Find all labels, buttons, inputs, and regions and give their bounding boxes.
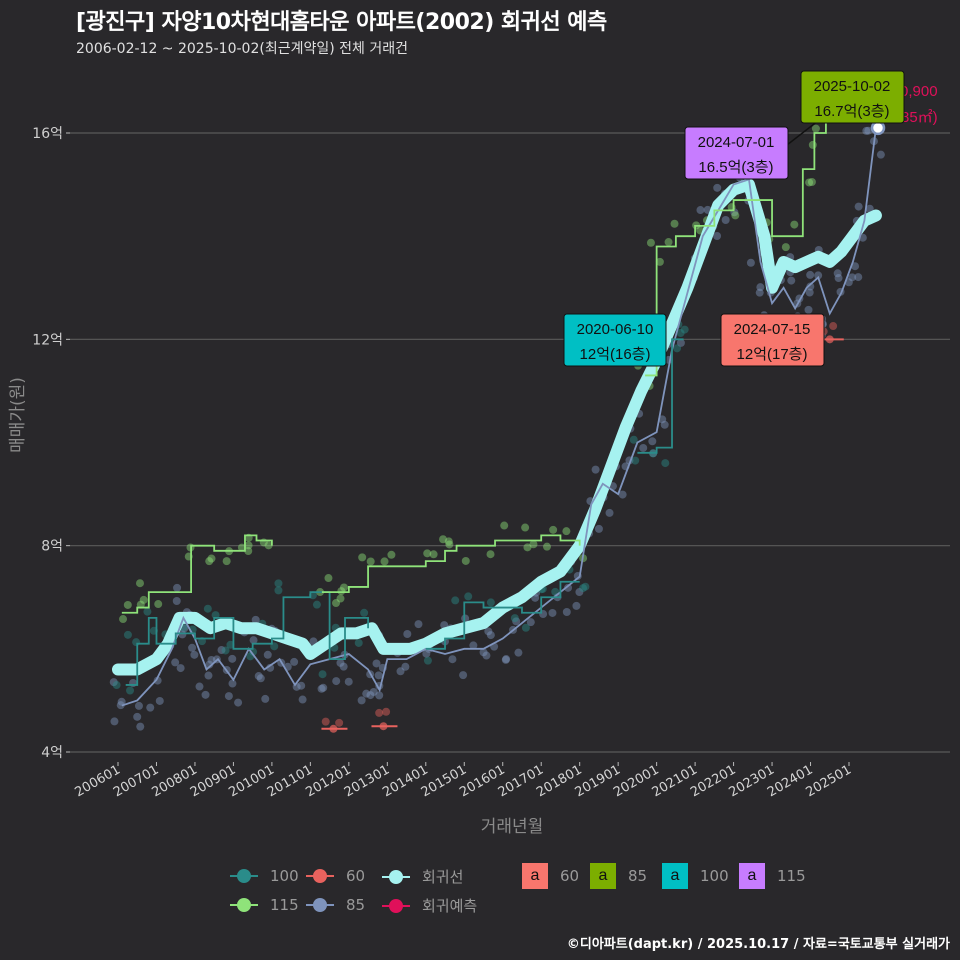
legend-item-60: 60 — [306, 866, 365, 886]
legend-swatch-icon — [230, 895, 258, 915]
x-axis: 2006012007012008012009012010012011012012… — [73, 762, 854, 800]
legend-item-regression: 회귀선 — [382, 866, 463, 887]
x-axis-title: 거래년월 — [481, 817, 544, 837]
y-axis: 4억 8억 12억 16억 — [32, 126, 70, 761]
svg-text:16억: 16억 — [32, 126, 63, 142]
prediction-price-label: 0,900 — [900, 83, 938, 100]
scatter-points — [109, 84, 885, 731]
legend-box-icon: a — [662, 863, 688, 889]
legend-box-icon: a — [590, 863, 616, 889]
svg-text:16.5억(3층): 16.5억(3층) — [698, 159, 773, 176]
legend-swatch-icon — [306, 895, 334, 915]
legend-item-100: 100 — [230, 866, 299, 886]
svg-text:8억: 8억 — [41, 539, 63, 555]
legend-item-85: 85 — [306, 895, 365, 915]
legend-swatch-icon — [382, 896, 410, 916]
svg-text:2024-07-01: 2024-07-01 — [698, 134, 775, 151]
svg-text:2024-07-15: 2024-07-15 — [734, 321, 811, 338]
annotation-2025-10-02: 2025-10-02 16.7억(3층) — [800, 70, 905, 124]
legend-box-icon: a — [739, 863, 765, 889]
annotation-2024-07-15: 2024-07-15 12억(17층) — [720, 313, 825, 367]
prediction-area-label: 85㎡) — [901, 109, 938, 126]
legend-swatch-icon — [230, 866, 258, 886]
annotation-2024-07-01: 2024-07-01 16.5억(3층) — [684, 126, 789, 180]
chart-title: [광진구] 자양10차현대홈타운 아파트(2002) 회귀선 예측 — [76, 10, 607, 35]
source-footer: ©디아파트(dapt.kr) / 2025.10.17 / 자료=국토교통부 실… — [566, 937, 950, 952]
legend-swatch-icon — [306, 866, 334, 886]
svg-text:4억: 4억 — [41, 745, 63, 761]
legend-swatch-icon — [382, 867, 410, 887]
legend-label-115: a 115 — [739, 863, 806, 889]
svg-text:2025-10-02: 2025-10-02 — [814, 78, 891, 95]
y-axis-title: 매매가(원) — [8, 377, 28, 453]
svg-text:12억(16층): 12억(16층) — [580, 346, 651, 363]
legend-item-prediction: 회귀예측 — [382, 895, 477, 916]
series-lines — [112, 96, 886, 733]
svg-text:2020-06-10: 2020-06-10 — [577, 321, 654, 338]
svg-text:16.7억(3층): 16.7억(3층) — [814, 103, 889, 120]
legend-label-100: a 100 — [662, 863, 729, 889]
legend-item-115: 115 — [230, 895, 299, 915]
legend-label-85: a 85 — [590, 863, 647, 889]
legend-box-icon: a — [522, 863, 548, 889]
svg-text:12억(17층): 12억(17층) — [737, 346, 808, 363]
legend-label-60: a 60 — [522, 863, 579, 889]
legend: 100 60 회귀선 115 85 회귀예측 a 60 a 85 a 100 a… — [230, 863, 830, 926]
chart-subtitle: 2006-02-12 ~ 2025-10-02(최근계약일) 전체 거래건 — [76, 41, 408, 57]
annotation-2020-06-10: 2020-06-10 12억(16층) — [563, 313, 667, 367]
svg-text:12억: 12억 — [32, 332, 63, 348]
